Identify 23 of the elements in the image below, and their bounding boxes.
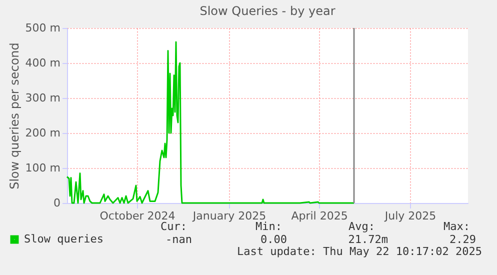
text: 0.00 <box>260 233 287 246</box>
x-tick-label: April 2025 <box>291 210 348 222</box>
text: Max: <box>444 220 470 233</box>
text: Last update: Thu May 22 10:17:02 2025 <box>236 245 482 258</box>
legend-label: Slow queries <box>24 232 104 246</box>
text: Min: <box>256 220 282 233</box>
text: Avg: <box>348 220 375 233</box>
line-series <box>66 41 355 204</box>
text: Cur: <box>160 220 187 233</box>
y-tick-label: 400 m <box>25 56 60 70</box>
y-tick-label: 500 m <box>25 22 60 34</box>
x-tick-label: January 2025 <box>192 210 266 222</box>
y-tick-label: 0 <box>54 196 60 210</box>
text: -nan <box>166 233 192 246</box>
y-tick-label: 100 m <box>25 162 60 174</box>
y-tick-label: 200 m <box>25 126 60 140</box>
y-axis-title: Slow queries per second <box>7 42 22 190</box>
x-tick-label: October 2024 <box>100 210 176 222</box>
text: 21.72m <box>348 233 388 246</box>
text: 2.29 <box>450 233 476 246</box>
y-tick-label: 300 m <box>25 92 60 104</box>
chart-title: Slow Queries - by year <box>200 4 336 18</box>
x-tick-label: July 2025 <box>384 210 436 222</box>
